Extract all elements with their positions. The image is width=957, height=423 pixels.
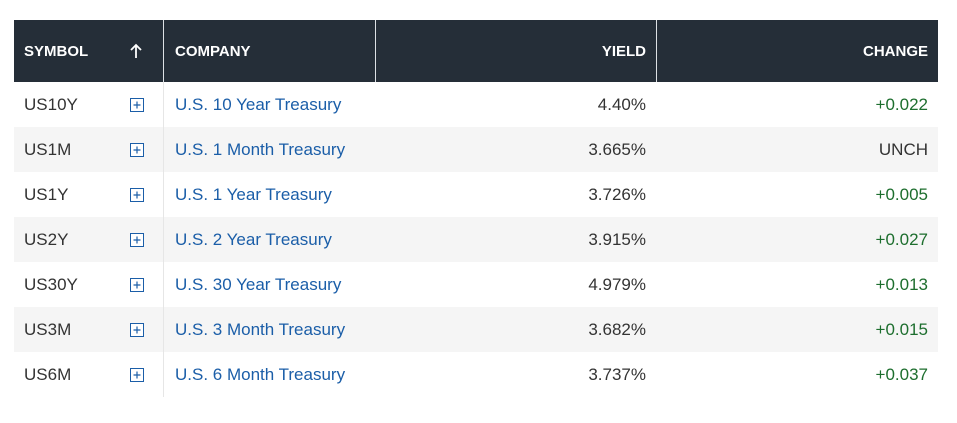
add-button[interactable] — [129, 172, 145, 217]
table-row: US3M U.S. 3 Month Treasury 3.682% +0.015 — [14, 307, 938, 352]
change-cell: +0.037 — [875, 364, 928, 384]
table-row: US1Y U.S. 1 Year Treasury 3.726% +0.005 — [14, 172, 938, 217]
symbol-cell: US1Y — [24, 184, 69, 204]
header-symbol[interactable]: SYMBOL — [24, 42, 89, 60]
quote-table: SYMBOL COMPANY YIELD CHANGE US10Y U.S. 10… — [14, 20, 938, 397]
yield-cell: 4.979% — [588, 274, 646, 294]
header-company[interactable]: COMPANY — [163, 20, 375, 82]
company-cell[interactable]: U.S. 1 Year Treasury — [163, 172, 375, 217]
company-cell[interactable]: U.S. 30 Year Treasury — [163, 262, 375, 307]
table-row: US6M U.S. 6 Month Treasury 3.737% +0.037 — [14, 352, 938, 397]
company-cell[interactable]: U.S. 2 Year Treasury — [163, 217, 375, 262]
yield-cell: 3.726% — [588, 184, 646, 204]
yield-cell: 3.682% — [588, 319, 646, 339]
add-button[interactable] — [129, 82, 145, 127]
change-cell: +0.022 — [875, 94, 928, 114]
table-row: US2Y U.S. 2 Year Treasury 3.915% +0.027 — [14, 217, 938, 262]
yield-cell: 3.915% — [588, 229, 646, 249]
table-body: US10Y U.S. 10 Year Treasury 4.40% +0.022 US1… — [14, 82, 938, 397]
header-change[interactable]: CHANGE — [656, 20, 938, 82]
add-button[interactable] — [129, 262, 145, 307]
company-cell[interactable]: U.S. 10 Year Treasury — [163, 82, 375, 127]
change-cell: +0.015 — [875, 319, 928, 339]
symbol-cell: US1M — [24, 139, 72, 159]
change-cell: +0.013 — [875, 274, 928, 294]
add-button[interactable] — [129, 127, 145, 172]
change-cell: +0.027 — [875, 229, 928, 249]
add-button[interactable] — [129, 352, 145, 397]
symbol-cell: US30Y — [24, 274, 78, 294]
sort-arrow[interactable] — [129, 20, 143, 82]
change-cell: +0.005 — [875, 184, 928, 204]
add-button[interactable] — [129, 307, 145, 352]
yield-cell: 4.40% — [597, 94, 646, 114]
table-row: US10Y U.S. 10 Year Treasury 4.40% +0.022 — [14, 82, 938, 127]
symbol-cell: US2Y — [24, 229, 69, 249]
header-yield[interactable]: YIELD — [375, 20, 656, 82]
add-button[interactable] — [129, 217, 145, 262]
yield-cell: 3.737% — [588, 364, 646, 384]
table-row: US1M U.S. 1 Month Treasury 3.665% UNCH — [14, 127, 938, 172]
change-cell: UNCH — [878, 139, 928, 159]
table-row: US30Y U.S. 30 Year Treasury 4.979% +0.013 — [14, 262, 938, 307]
table-header: SYMBOL COMPANY YIELD CHANGE — [14, 20, 938, 82]
company-cell[interactable]: U.S. 3 Month Treasury — [163, 307, 375, 352]
company-cell[interactable]: U.S. 6 Month Treasury — [163, 352, 375, 397]
company-cell[interactable]: U.S. 1 Month Treasury — [163, 127, 375, 172]
yield-cell: 3.665% — [588, 139, 646, 159]
symbol-cell: US3M — [24, 319, 72, 339]
symbol-cell: US10Y — [24, 94, 78, 114]
symbol-cell: US6M — [24, 364, 72, 384]
